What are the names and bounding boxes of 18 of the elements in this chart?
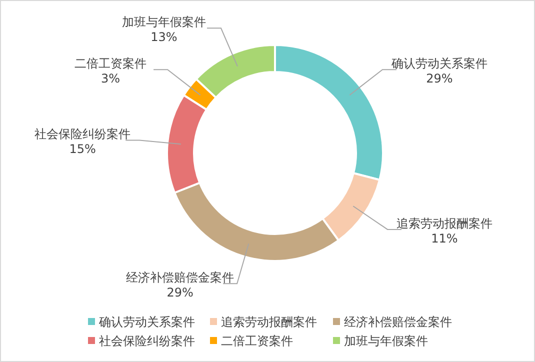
legend-label: 加班与年假案件 [344, 334, 428, 348]
legend-label: 经济补偿赔偿金案件 [344, 315, 452, 329]
data-label: 15% [69, 142, 96, 156]
slice-label: 确认劳动关系案件 [390, 56, 488, 71]
data-label: 29% [166, 286, 194, 300]
legend-label: 二倍工资案件 [221, 334, 293, 348]
legend-label: 追索劳动报酬案件 [221, 315, 317, 329]
slice-label: 加班与年假案件 [122, 15, 206, 30]
data-label: 29% [426, 72, 453, 86]
slice-label: 经济补偿赔偿金案件 [126, 270, 234, 285]
data-label: 13% [150, 30, 178, 44]
slice-label: 社会保险纠纷案件 [34, 127, 131, 142]
slice-label: 二倍工资案件 [74, 56, 147, 71]
data-label: 11% [431, 231, 458, 246]
legend-label: 确认劳动关系案件 [98, 315, 195, 329]
data-label: 3% [101, 72, 120, 86]
legend-label: 社会保险纠纷案件 [99, 334, 195, 348]
slice-label: 追索劳动报酬案件 [396, 216, 492, 230]
